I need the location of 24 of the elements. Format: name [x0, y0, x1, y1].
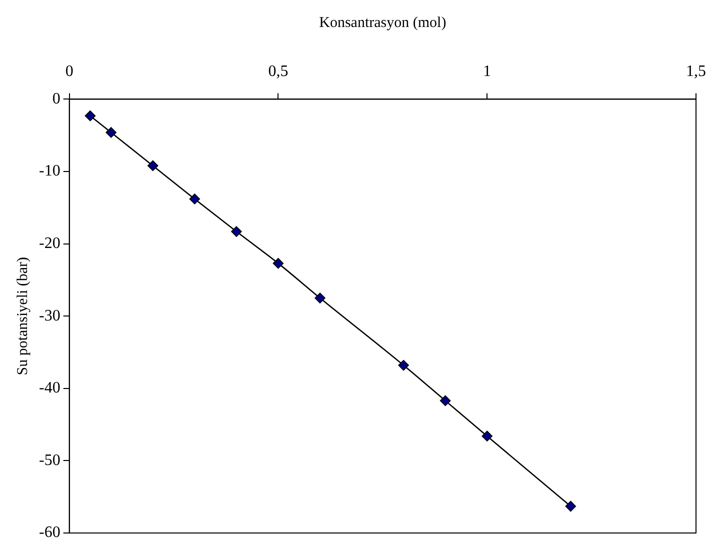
point — [482, 430, 493, 442]
point — [106, 127, 117, 138]
point — [314, 292, 326, 304]
x-tick-label: 1,5 — [686, 62, 706, 80]
point — [272, 258, 284, 269]
y-tick-label: -40 — [39, 380, 60, 397]
x-tick-label: 0,5 — [268, 62, 288, 80]
point — [84, 110, 96, 122]
y-tick-label: -50 — [39, 452, 60, 469]
point — [147, 160, 158, 172]
y-tick-label: -60 — [39, 524, 60, 542]
point — [440, 395, 451, 406]
x-axis-title: Konsantrasyon (mol) — [319, 14, 446, 31]
y-tick-label: -20 — [39, 235, 60, 252]
y-tick-label: -30 — [39, 307, 60, 324]
point — [189, 194, 200, 204]
y-tick-label: 0 — [52, 90, 60, 108]
point — [565, 500, 576, 512]
point — [398, 360, 409, 371]
x-tick-label: 1 — [483, 62, 492, 80]
point — [231, 226, 242, 237]
x-tick-label: 0 — [65, 62, 74, 80]
y-tick-label: -10 — [39, 162, 60, 180]
y-axis-title: Su potansiyeli (bar) — [14, 256, 31, 376]
